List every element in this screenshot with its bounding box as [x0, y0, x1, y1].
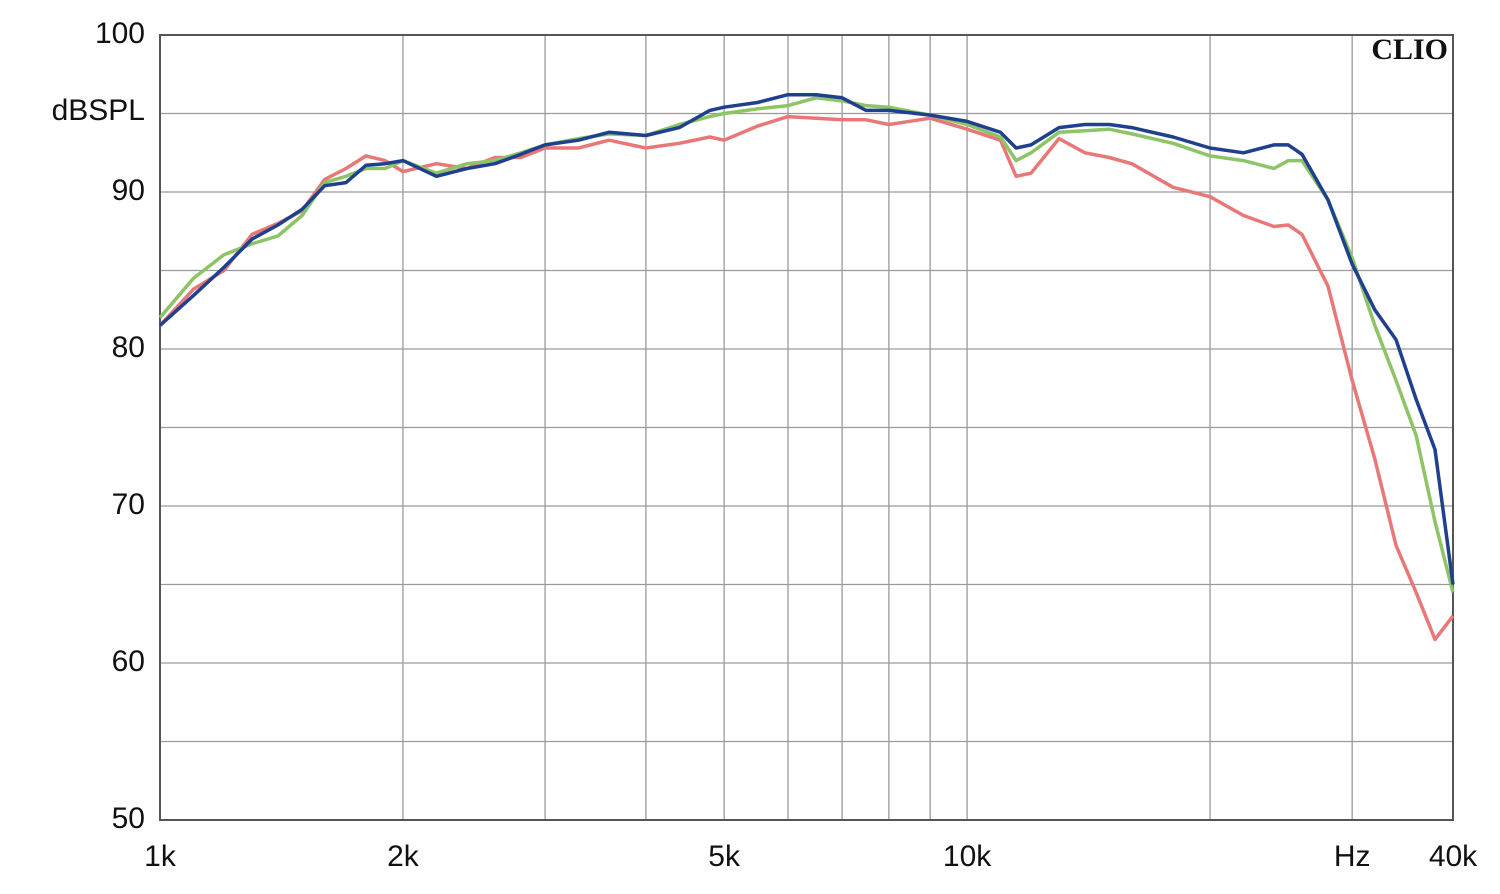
annotation: CLIO: [1371, 33, 1448, 66]
x-tick-label: 1k: [144, 840, 177, 873]
y-tick-label: 60: [112, 645, 145, 678]
plot-border: [159, 34, 1454, 821]
series-line: [158, 92, 1455, 585]
y-tick-label: 70: [112, 488, 145, 521]
y-axis-label: dBSPL: [52, 94, 145, 127]
y-tick-label: 100: [95, 17, 145, 50]
x-tick-label: 2k: [387, 840, 420, 873]
y-tick-label: 80: [112, 331, 145, 364]
y-tick-label: 90: [112, 174, 145, 207]
series-line: [158, 96, 1455, 593]
x-tick-label: 10k: [943, 840, 992, 873]
series-line: [158, 114, 1455, 642]
y-tick-label: 50: [112, 802, 145, 835]
x-tick-label: 40k: [1429, 840, 1478, 873]
x-tick-label: Hz: [1334, 840, 1371, 873]
x-tick-label: 5k: [708, 840, 741, 873]
